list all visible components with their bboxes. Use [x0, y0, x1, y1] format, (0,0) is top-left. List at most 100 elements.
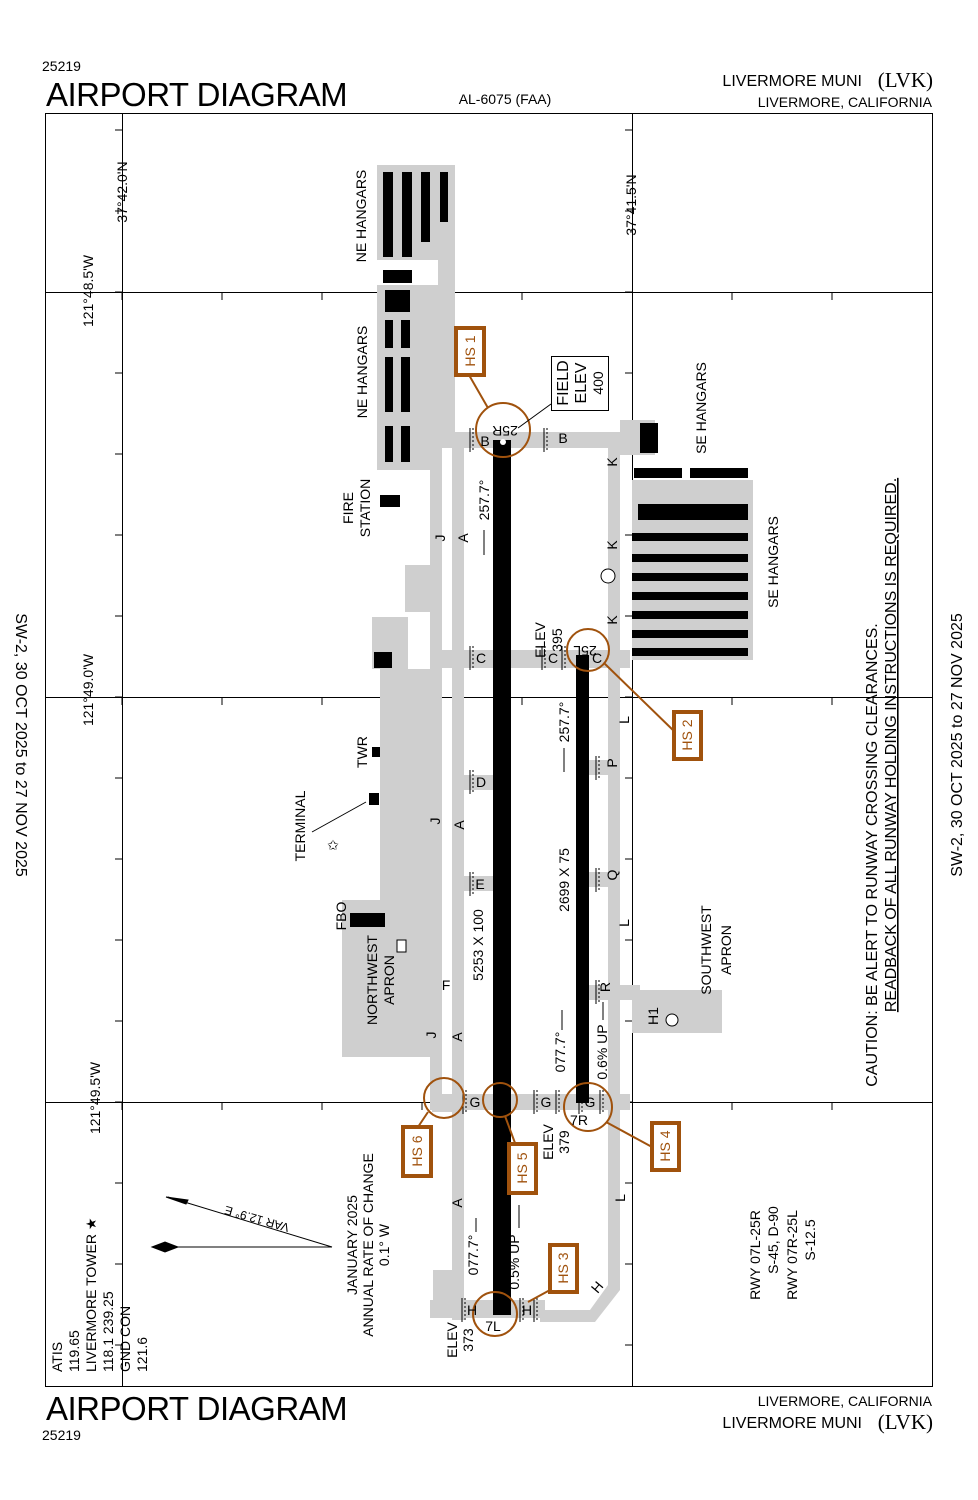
field-elev-leader [517, 403, 552, 429]
freq-atis-label: ATIS [49, 1342, 65, 1372]
runway-7R-label: 7R [570, 1112, 588, 1128]
declared-distance-1: RWY 07L-25R [747, 1210, 763, 1300]
declared-distance-3: RWY 07R-25L [784, 1210, 800, 1300]
taxiway-label-L: L [612, 1194, 628, 1202]
taxiway-label-A: A [455, 533, 471, 543]
taxiway-label-A: A [449, 1198, 465, 1208]
runway-end-light [500, 439, 506, 445]
north-arrows [150, 1196, 333, 1253]
taxiway-label-D: D [476, 774, 486, 790]
freq-ground-label: GND CON [117, 1306, 133, 1372]
effective-dates-left: SW-2, 30 OCT 2025 to 27 NOV 2025 [12, 613, 29, 877]
elev-7L-value: 373 [460, 1328, 476, 1352]
heliport-icon [600, 568, 616, 584]
footer-airport-id: (LVK) [878, 1410, 933, 1434]
elev-25L-value: 395 [549, 628, 565, 652]
ne-hangars-label-2: NE HANGARS [354, 326, 370, 419]
field-elev-box [551, 356, 609, 411]
taxiway-label-C: C [592, 650, 602, 666]
airport-id: (LVK) [878, 68, 933, 92]
taxiway-label-C: C [476, 650, 486, 666]
chart-number: 25219 [42, 58, 81, 74]
beacon-icon: ✩ [327, 837, 339, 853]
taxiway-label-B: B [480, 433, 489, 449]
runway-7R-dimensions: 2699 X 75 [556, 848, 572, 912]
hot-spot-5[interactable]: HS 5 [514, 1152, 530, 1183]
southwest-apron-label-2: APRON [718, 925, 734, 975]
runway-25R-label: 25R [492, 423, 518, 439]
taxiway-label-A: A [451, 820, 467, 830]
taxiway-label-R: R [597, 982, 613, 992]
hot-spot-4[interactable]: HS 4 [657, 1130, 673, 1161]
hot-spot-6[interactable]: HS 6 [409, 1135, 425, 1166]
city-state: LIVERMORE, CALIFORNIA [758, 94, 933, 110]
heliport-label: H1 [645, 1007, 661, 1025]
heliport-icon [665, 1013, 679, 1027]
mag-var-rate: 0.1° W [376, 1223, 392, 1266]
se-hangars-label-1: SE HANGARS [693, 362, 709, 454]
lat-lon-grid [45, 113, 933, 1387]
lon-label-1: 121°48.5'W [80, 254, 96, 327]
effective-dates-right: SW-2, 30 OCT 2025 to 27 NOV 2025 [949, 613, 966, 877]
fire-station-label-2: STATION [357, 479, 373, 538]
footer-chart-number: 25219 [42, 1427, 81, 1443]
fuel-icon [396, 939, 407, 953]
elev-25L-label: ELEV [532, 621, 548, 657]
heading-7R: 077.7° [552, 1032, 568, 1073]
se-hangars-label-2: SE HANGARS [765, 516, 781, 608]
fbo-label: FBO [333, 902, 349, 931]
hot-spot-circles [417, 374, 677, 1337]
southwest-apron-label-1: SOUTHWEST [698, 905, 714, 995]
lat-label-1: 37°42.0'N [114, 161, 130, 222]
lon-label-2: 121°49.0'W [80, 653, 96, 726]
taxiway-label-L: L [616, 919, 632, 927]
lat-label-2: 37°41.5'N [623, 174, 639, 235]
ne-hangars-label-1: NE HANGARS [353, 170, 369, 263]
page-title: AIRPORT DIAGRAM [46, 76, 347, 113]
runway-7L-dimensions: 5253 X 100 [470, 909, 486, 981]
hot-spot-3[interactable]: HS 3 [555, 1252, 571, 1283]
freq-tower: 118.1 239.25 [100, 1291, 116, 1372]
northwest-apron-label-2: APRON [381, 955, 397, 1005]
taxiway-label-G: G [541, 1094, 552, 1110]
taxiway-label-K: K [604, 540, 620, 550]
buildings [350, 172, 748, 927]
lon-label-3: 121°49.5'W [87, 1061, 103, 1134]
heading-7L: 077.7° [465, 1235, 481, 1276]
footer-title: AIRPORT DIAGRAM [46, 1390, 347, 1427]
diagram-frame [45, 113, 933, 1387]
taxiway-label-J: J [427, 818, 443, 825]
taxiway-label-L: L [616, 716, 632, 724]
hot-spot-1[interactable]: HS 1 [462, 335, 478, 366]
taxiway-label-K: K [604, 615, 620, 625]
runway-7L-gradient: 0.5% UP [506, 1234, 522, 1289]
elev-7R-label: ELEV [540, 1123, 556, 1159]
mag-var-rate-label: ANNUAL RATE OF CHANGE [360, 1153, 376, 1337]
hot-spot-2[interactable]: HS 2 [679, 719, 695, 750]
declared-distance-4: S-12.5 [802, 1219, 818, 1260]
runway-7L-25R [493, 440, 511, 1315]
airport-name: LIVERMORE MUNI [722, 73, 862, 90]
freq-atis: 119.65 [66, 1330, 82, 1372]
runway-25L-label: 25L [573, 643, 597, 659]
hold-short-markings [461, 428, 604, 1322]
elev-7L-label: ELEV [444, 1321, 460, 1357]
freq-ground: 121.6 [134, 1337, 150, 1372]
hot-spot-boxes [401, 326, 703, 1294]
taxiway-label-F: F [442, 977, 451, 993]
taxiway-label-A: A [449, 1032, 465, 1042]
field-elev-label-1: FIELD [555, 360, 572, 405]
taxiway-label-J: J [432, 535, 448, 542]
footer-airport-name: LIVERMORE MUNI [722, 1415, 862, 1432]
terminal-label: TERMINAL [292, 790, 308, 861]
grid-ticks [115, 129, 833, 1346]
taxiway-label-G: G [585, 1094, 596, 1110]
terminal-leader [311, 801, 367, 833]
taxiway-label-G: G [470, 1094, 481, 1110]
caution-line-1: CAUTION: BE ALERT TO RUNWAY CROSSING CLE… [864, 623, 881, 1087]
taxiway-label-J: J [423, 1032, 439, 1039]
footer-city-state: LIVERMORE, CALIFORNIA [758, 1393, 933, 1409]
runway-7L-label: 7L [485, 1318, 501, 1334]
direction-arrows [475, 530, 604, 1232]
